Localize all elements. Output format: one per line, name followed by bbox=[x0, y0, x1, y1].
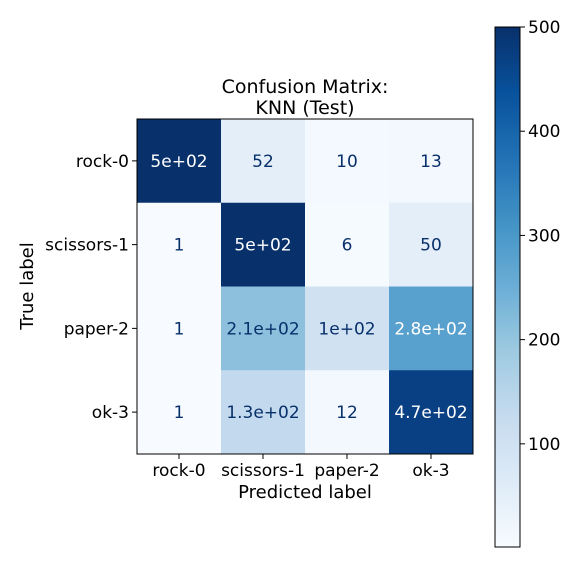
heatmap-cell bbox=[389, 286, 474, 371]
heatmap-cell bbox=[305, 202, 390, 287]
x-tick-label: ok-3 bbox=[412, 461, 449, 481]
y-tick-label: scissors-1 bbox=[45, 236, 129, 256]
chart-title-line-2: KNN (Test) bbox=[255, 97, 354, 119]
heatmap-cell bbox=[137, 202, 222, 287]
cell-value-label: 2.8e+02 bbox=[394, 319, 467, 339]
heatmap-cells bbox=[137, 119, 474, 455]
cell-value-label: 6 bbox=[342, 236, 353, 256]
colorbar-tick-label: 500 bbox=[528, 18, 560, 38]
y-axis-label: True label bbox=[17, 242, 38, 331]
cell-value-label: 4.7e+02 bbox=[394, 403, 467, 423]
heatmap-cell bbox=[221, 202, 306, 287]
heatmap-cell bbox=[305, 286, 390, 371]
y-tick-label: paper-2 bbox=[64, 319, 129, 339]
colorbar bbox=[494, 26, 521, 548]
heatmap-cell bbox=[137, 286, 222, 371]
heatmap-cell bbox=[221, 370, 306, 455]
heatmap-cell bbox=[221, 119, 306, 204]
y-tick-label: rock-0 bbox=[76, 152, 129, 172]
y-tick-label: ok-3 bbox=[92, 403, 129, 423]
y-axis-ticks: rock-0 scissors-1 paper-2 ok-3 bbox=[45, 152, 137, 423]
cell-value-label: 10 bbox=[336, 152, 358, 172]
chart-title: Confusion Matrix: KNN (Test) bbox=[222, 76, 389, 119]
cell-value-label: 1e+02 bbox=[318, 319, 375, 339]
cell-value-label: 5e+02 bbox=[234, 236, 291, 256]
heatmap-cell bbox=[137, 119, 222, 204]
colorbar-tick-label: 400 bbox=[528, 122, 560, 142]
x-axis-ticks: rock-0 scissors-1 paper-2 ok-3 bbox=[152, 454, 450, 481]
heatmap-cell bbox=[221, 286, 306, 371]
cell-value-label: 52 bbox=[252, 152, 274, 172]
heatmap-cell-labels: 5e+02 52 10 13 1 5e+02 6 50 1 2.1e+02 1e+02 2.8e+02… bbox=[150, 152, 467, 423]
heatmap-cell bbox=[137, 370, 222, 455]
plot-frame bbox=[136, 118, 474, 455]
colorbar-ticks: 100 200 300 400 500 bbox=[520, 18, 560, 455]
heatmap-cell bbox=[305, 119, 390, 204]
cell-value-label: 2.1e+02 bbox=[226, 319, 299, 339]
heatmap-cell bbox=[305, 370, 390, 455]
cell-value-label: 1 bbox=[174, 319, 185, 339]
colorbar-tick-label: 200 bbox=[528, 331, 560, 351]
cell-value-label: 50 bbox=[420, 236, 442, 256]
x-axis-label: Predicted label bbox=[238, 482, 372, 503]
heatmap-cell bbox=[389, 119, 474, 204]
chart-title-line-1: Confusion Matrix: bbox=[222, 76, 389, 98]
colorbar-tick-label: 100 bbox=[528, 435, 560, 455]
cell-value-label: 1 bbox=[174, 403, 185, 423]
heatmap-cell bbox=[389, 370, 474, 455]
heatmap-cell bbox=[389, 202, 474, 287]
x-tick-label: scissors-1 bbox=[221, 461, 305, 481]
cell-value-label: 1.3e+02 bbox=[226, 403, 299, 423]
cell-value-label: 1 bbox=[174, 236, 185, 256]
colorbar-tick-label: 300 bbox=[528, 226, 560, 246]
cell-value-label: 5e+02 bbox=[150, 152, 207, 172]
cell-value-label: 13 bbox=[420, 152, 442, 172]
cell-value-label: 12 bbox=[336, 403, 358, 423]
x-tick-label: paper-2 bbox=[314, 461, 379, 481]
x-tick-label: rock-0 bbox=[152, 461, 205, 481]
